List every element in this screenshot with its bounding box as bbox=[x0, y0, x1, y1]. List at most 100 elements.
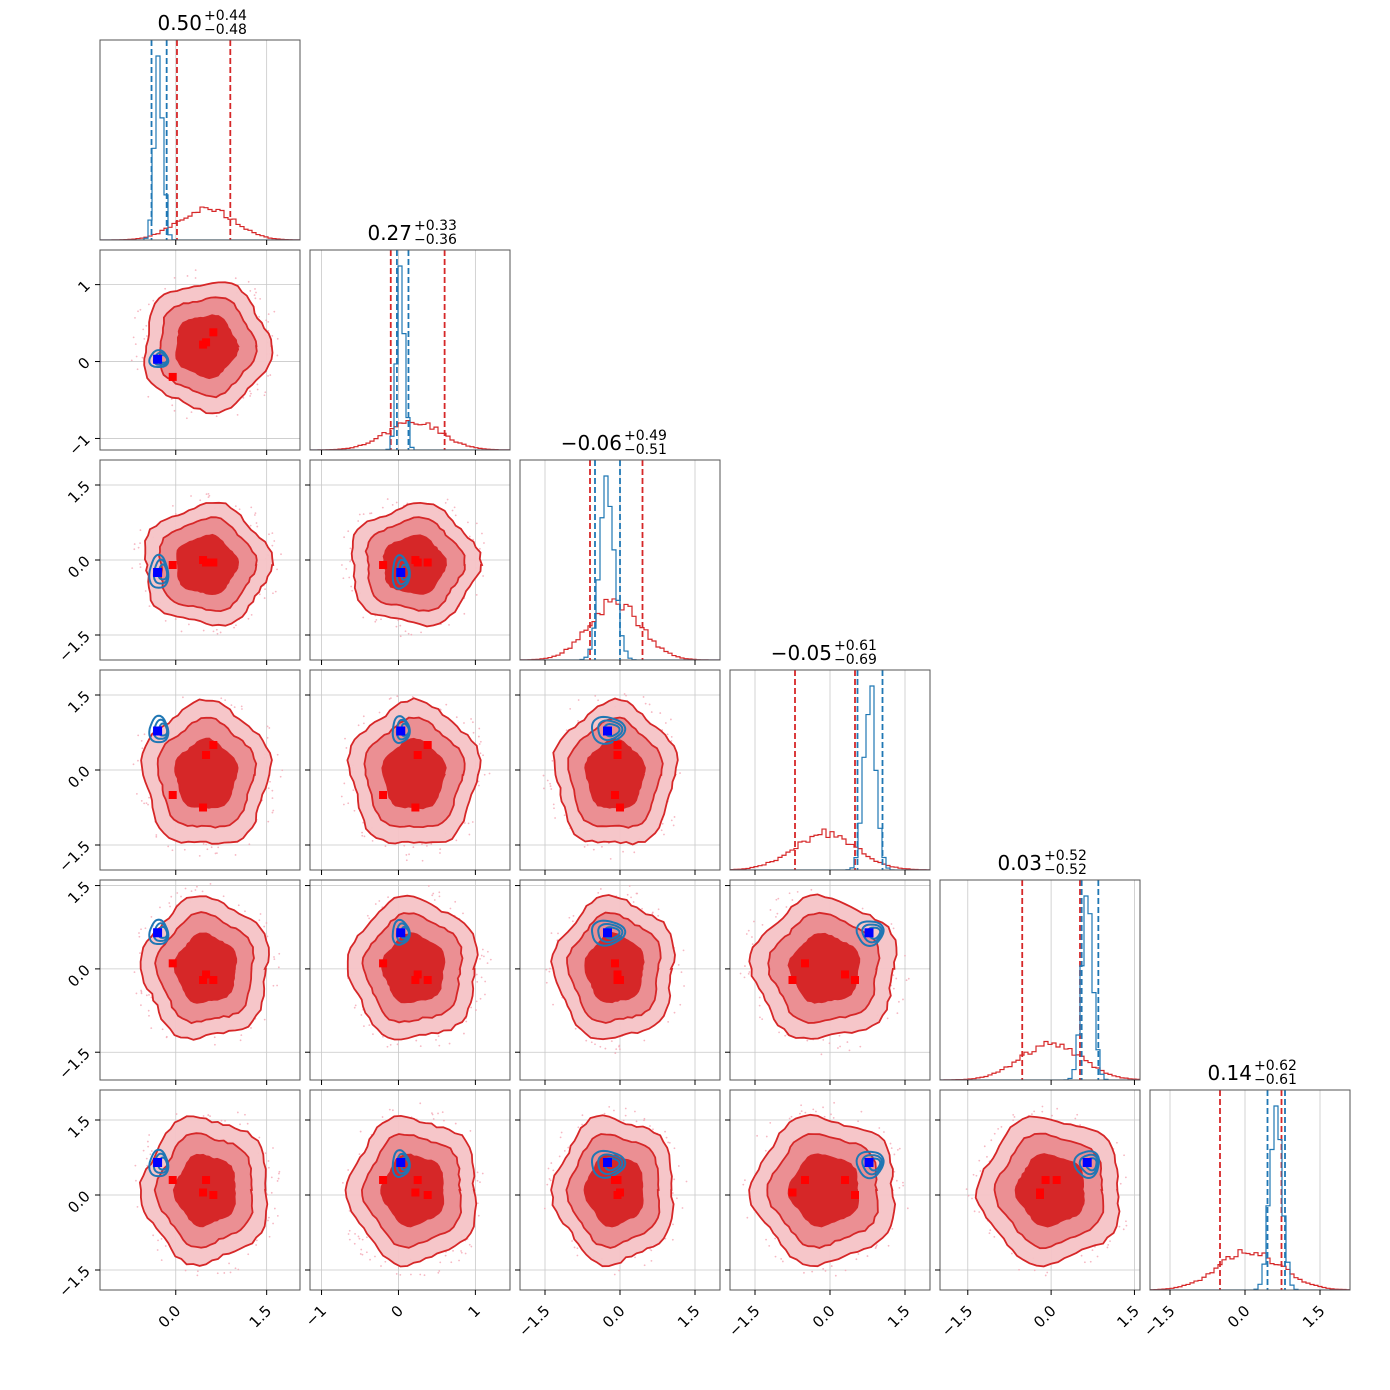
blue-contour-0 bbox=[391, 918, 411, 946]
scatter-point bbox=[247, 1253, 250, 1256]
scatter-point bbox=[419, 1045, 422, 1048]
scatter-point bbox=[765, 1135, 768, 1138]
scatter-point bbox=[476, 980, 479, 983]
blue-contour-0 bbox=[148, 918, 170, 945]
scatter-point bbox=[271, 811, 274, 814]
panel-titles: 0.50 +0.44−0.480.27 +0.33−0.36−0.06 +0.49−0… bbox=[157, 8, 1296, 1088]
scatter-point bbox=[839, 1045, 842, 1048]
scatter-point bbox=[167, 845, 170, 848]
scatter-point bbox=[479, 740, 482, 743]
scatter-point bbox=[824, 1270, 827, 1272]
scatter-point bbox=[965, 1188, 968, 1191]
scatter-point bbox=[776, 912, 779, 915]
scatter-point bbox=[137, 734, 140, 737]
panel-title-2: −0.06 +0.49−0.51 bbox=[561, 428, 667, 458]
red-contour-2 bbox=[174, 737, 239, 809]
scatter-point bbox=[830, 1113, 832, 1116]
scatter-point bbox=[432, 1118, 435, 1120]
x-tick-label: −1.5 bbox=[725, 1302, 763, 1340]
red-marker bbox=[202, 970, 211, 979]
scatter-point bbox=[362, 616, 365, 619]
x-tick-label: −1.5 bbox=[1140, 1302, 1178, 1340]
scatter-point bbox=[657, 908, 660, 911]
blue-contour-1 bbox=[597, 1153, 624, 1176]
scatter-point bbox=[276, 354, 279, 357]
red-contour-2 bbox=[584, 931, 645, 1004]
scatter-point bbox=[460, 1251, 463, 1254]
red-marker bbox=[611, 1176, 619, 1184]
scatter-point bbox=[893, 1170, 896, 1173]
scatter-point bbox=[375, 618, 378, 621]
y-tick-label: 0.0 bbox=[64, 961, 94, 991]
scatter-point bbox=[342, 803, 345, 806]
scatter-point bbox=[780, 1257, 783, 1260]
scatter-point bbox=[194, 269, 197, 271]
scatter-point bbox=[274, 590, 277, 593]
scatter-point bbox=[348, 576, 351, 579]
scatter-point bbox=[1119, 1182, 1122, 1185]
scatter-point bbox=[147, 803, 149, 806]
scatter-point bbox=[551, 759, 554, 762]
scatter-point bbox=[552, 1169, 555, 1172]
scatter-point bbox=[399, 624, 402, 627]
red-marker bbox=[423, 741, 432, 749]
scatter-point bbox=[1096, 1255, 1099, 1258]
scatter-point bbox=[139, 542, 141, 544]
scatter-point bbox=[471, 721, 474, 724]
scatter-point bbox=[207, 492, 210, 495]
scatter-point bbox=[861, 907, 864, 910]
panel-frame bbox=[309, 249, 511, 451]
scatter-point bbox=[248, 843, 251, 846]
scatter-point bbox=[889, 1142, 892, 1145]
title-minus: −0.51 bbox=[624, 442, 667, 458]
blue-contour-0 bbox=[148, 553, 170, 589]
title-plus: +0.61 bbox=[834, 638, 877, 654]
scatter-point bbox=[975, 1174, 978, 1177]
scatter-point bbox=[268, 533, 270, 536]
scatter-point bbox=[462, 912, 464, 915]
scatter-point bbox=[475, 593, 478, 596]
scatter-panel-5-4: −1.5 0.0 1.5 bbox=[935, 1089, 1143, 1340]
red-marker bbox=[411, 976, 420, 984]
scatter-point bbox=[363, 835, 366, 838]
red-marker bbox=[801, 959, 809, 968]
scatter-point bbox=[1041, 1105, 1044, 1108]
scatter-point bbox=[185, 417, 188, 420]
scatter-point bbox=[465, 1020, 468, 1023]
scatter-point bbox=[756, 1134, 759, 1137]
scatter-point bbox=[468, 535, 471, 538]
scatter-point bbox=[244, 1113, 246, 1116]
red-marker bbox=[788, 1188, 797, 1197]
panel-frame bbox=[99, 39, 301, 241]
scatter-point bbox=[993, 1235, 996, 1238]
scatter-point bbox=[463, 612, 466, 615]
scatter-point bbox=[1076, 1113, 1079, 1116]
title-median: −0.05 bbox=[771, 641, 832, 665]
scatter-point bbox=[828, 1042, 831, 1045]
blue-histogram bbox=[310, 265, 510, 450]
scatter-point bbox=[374, 620, 377, 623]
title-minus: −0.52 bbox=[1044, 862, 1087, 878]
scatter-point bbox=[1080, 1254, 1083, 1257]
scatter-point bbox=[250, 392, 252, 395]
scatter-point bbox=[475, 522, 478, 525]
scatter-point bbox=[255, 291, 257, 294]
scatter-point bbox=[571, 920, 574, 923]
scatter-point bbox=[450, 1261, 453, 1264]
title-plus: +0.33 bbox=[414, 218, 457, 234]
blue-contour-1 bbox=[597, 719, 624, 742]
scatter-point bbox=[216, 1272, 219, 1275]
histogram-panel-0 bbox=[99, 39, 301, 245]
scatter-point bbox=[378, 711, 381, 714]
scatter-point bbox=[548, 970, 551, 973]
scatter-point bbox=[479, 997, 482, 1000]
scatter-point bbox=[205, 843, 208, 846]
scatter-point bbox=[468, 1243, 471, 1246]
scatter-point bbox=[277, 1177, 280, 1180]
scatter-point bbox=[361, 1253, 364, 1256]
scatter-point bbox=[615, 1048, 618, 1051]
scatter-point bbox=[675, 1197, 678, 1200]
scatter-point bbox=[145, 994, 148, 997]
scatter-point bbox=[571, 1240, 573, 1242]
scatter-point bbox=[610, 1040, 613, 1043]
